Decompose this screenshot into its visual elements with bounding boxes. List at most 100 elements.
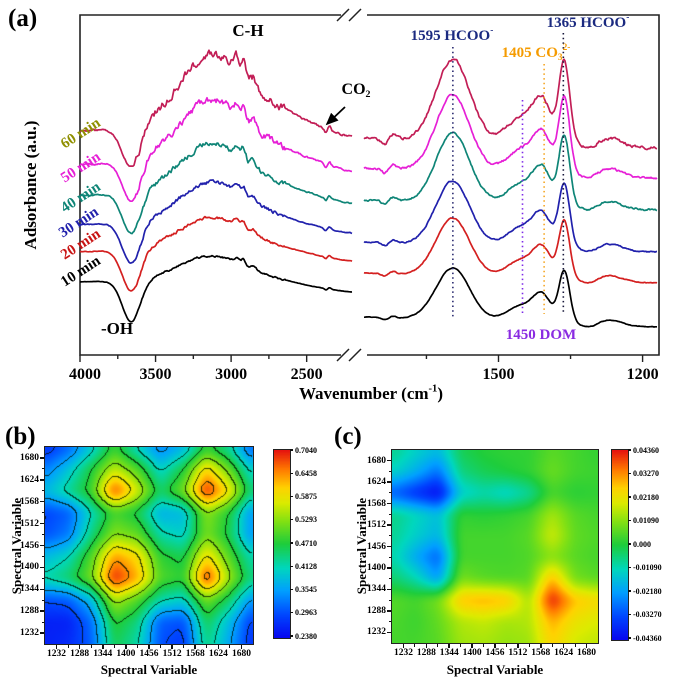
panel-b-x-tick [171, 645, 173, 649]
panel-b-y-tick [40, 522, 44, 525]
panel-c-colorbar-label: -0.04360 [633, 633, 662, 643]
spectrum-curve-right-10-min [364, 266, 657, 328]
panel-c-colorbar-label: 0.02180 [633, 492, 659, 502]
panel-b-x-minor-tick [67, 645, 69, 648]
panel-b-x-tick [240, 645, 243, 649]
panel-c-y-tick [387, 459, 391, 462]
panel-b-y-tick [40, 632, 44, 634]
panel-c-x-tick-label: 1512 [508, 648, 528, 658]
panel-c-y-minor-tick [388, 578, 391, 580]
co2-band-label: CO2 [342, 81, 371, 100]
x-tick-label: 2500 [291, 366, 323, 383]
panel-c-x-tick-label: 1680 [577, 648, 597, 658]
series-label-60-min: 60 min [58, 115, 104, 153]
panel-b-x-tick [125, 645, 127, 649]
oh-band-label: -OH [101, 319, 133, 338]
asynchronous-2d-correlation-map [391, 449, 599, 644]
panel-b-colorbar-label: 0.2963 [295, 608, 317, 618]
panel-b-y-tick [40, 610, 44, 612]
panel-b-x-minor-tick [206, 645, 208, 648]
spectrum-curve-right-50-min [363, 93, 658, 180]
panel-c-x-tick [402, 644, 405, 648]
panel-b-y-tick [40, 544, 44, 547]
x-tick-label: 3500 [140, 366, 172, 383]
panel-b-x-axis-title: Spectral Variable [100, 662, 198, 677]
panel-b-colorbar-tick [290, 588, 293, 591]
spectrum-curve-left-10-min [80, 254, 353, 323]
panel-b-colorbar [273, 449, 291, 639]
panel-c-colorbar-tick [628, 472, 631, 475]
spectrum-curve-right-40-min [363, 131, 658, 212]
panel-b-x-tick-label: 1512 [162, 649, 182, 659]
panel-c-x-tick-label: 1232 [393, 648, 413, 658]
panel-b-y-tick-label: 1512 [20, 518, 39, 529]
panel-c-x-minor-tick [528, 644, 530, 647]
spectrum-curve-right-20-min [363, 217, 658, 284]
panel-b-x-minor-tick [183, 645, 185, 648]
panel-b-y-tick-label: 1624 [20, 474, 39, 485]
panel-a-label: (a) [8, 5, 38, 32]
panel-b-colorbar-label: 0.4710 [295, 538, 317, 548]
panel-c-colorbar-label: -0.03270 [633, 610, 662, 619]
panel-b-label: (b) [5, 423, 36, 450]
panel-b-colorbar-tick [290, 519, 293, 521]
panel-b-x-tick-label: 1680 [231, 649, 251, 659]
panel-b-y-minor-tick [41, 555, 44, 558]
panel-c-colorbar-tick [628, 519, 631, 522]
panel-c-x-tick [585, 644, 588, 648]
panel-c-colorbar-label: 0.01090 [633, 516, 659, 525]
dom-1450-label: 1450 DOM [506, 327, 576, 343]
panel-c-y-minor-tick [388, 470, 391, 473]
carbonate-1405-label: 1405 CO32- [502, 43, 571, 63]
panel-c-y-tick [387, 631, 391, 634]
panel-c-x-tick-label: 1456 [485, 648, 505, 658]
co2-band-label-arrow [325, 106, 346, 126]
spectrum-curve-left-40-min [79, 141, 353, 235]
panel-a-y-axis-title: Adsorbance (a.u.) [21, 120, 40, 250]
panel-b-x-tick [78, 645, 81, 649]
panel-b-y-tick-label: 1288 [20, 606, 39, 617]
panel-c-x-minor-tick [505, 644, 508, 647]
panel-c-colorbar-tick [628, 637, 631, 639]
panel-c-y-minor-tick [388, 535, 391, 537]
panel-b-y-tick [40, 457, 44, 459]
x-tick-label: 1500 [482, 366, 514, 383]
panel-b-colorbar-tick [290, 495, 293, 498]
panel-c-colorbar-tick [628, 566, 631, 569]
panel-b-x-minor-tick [136, 645, 139, 648]
panel-c-colorbar-label: -0.02180 [633, 586, 662, 596]
formate-1365-label: 1365 HCOO- [547, 13, 630, 31]
panel-c-x-tick-label: 1568 [531, 648, 551, 658]
panel-b-x-tick [102, 645, 104, 649]
panel-c-y-tick [387, 610, 391, 612]
panel-c-y-tick [387, 545, 391, 548]
panel-c-colorbar-label: 0.03270 [633, 469, 659, 478]
panel-c-x-tick [425, 644, 428, 648]
panel-c-x-tick-label: 1288 [416, 648, 436, 658]
spectrum-curve-left-60-min [79, 49, 353, 168]
panel-c-x-minor-tick [574, 644, 576, 647]
panel-c-y-tick-label: 1568 [367, 498, 386, 509]
panel-b-colorbar-label: 0.6458 [295, 468, 317, 478]
panel-c-x-tick [540, 644, 542, 648]
panel-b-y-tick-label: 1568 [20, 496, 39, 507]
panel-b-colorbar-tick [290, 635, 293, 637]
spectrum-curve-right-60-min [363, 58, 658, 151]
panel-c-x-tick [517, 644, 519, 648]
panel-b-y-minor-tick [41, 621, 44, 623]
panel-c-y-tick-label: 1400 [367, 562, 386, 573]
panel-b-y-minor-tick [41, 599, 44, 601]
panel-c-y-tick [387, 502, 391, 505]
panel-b-y-tick-label: 1400 [20, 562, 39, 573]
panel-b-colorbar-tick [290, 565, 293, 567]
panel-b-y-minor-tick [41, 577, 44, 579]
panel-c-y-minor-tick [388, 513, 391, 515]
panel-c-colorbar-tick [628, 590, 631, 592]
panel-b-colorbar-label: 0.7040 [295, 445, 317, 455]
panel-c-y-tick-label: 1344 [367, 584, 386, 595]
panel-b-x-tick-label: 1568 [185, 649, 205, 659]
panel-b-colorbar-label: 0.5875 [295, 492, 317, 501]
panel-c-y-minor-tick [388, 620, 391, 623]
panel-c-y-tick-label: 1512 [367, 520, 386, 531]
